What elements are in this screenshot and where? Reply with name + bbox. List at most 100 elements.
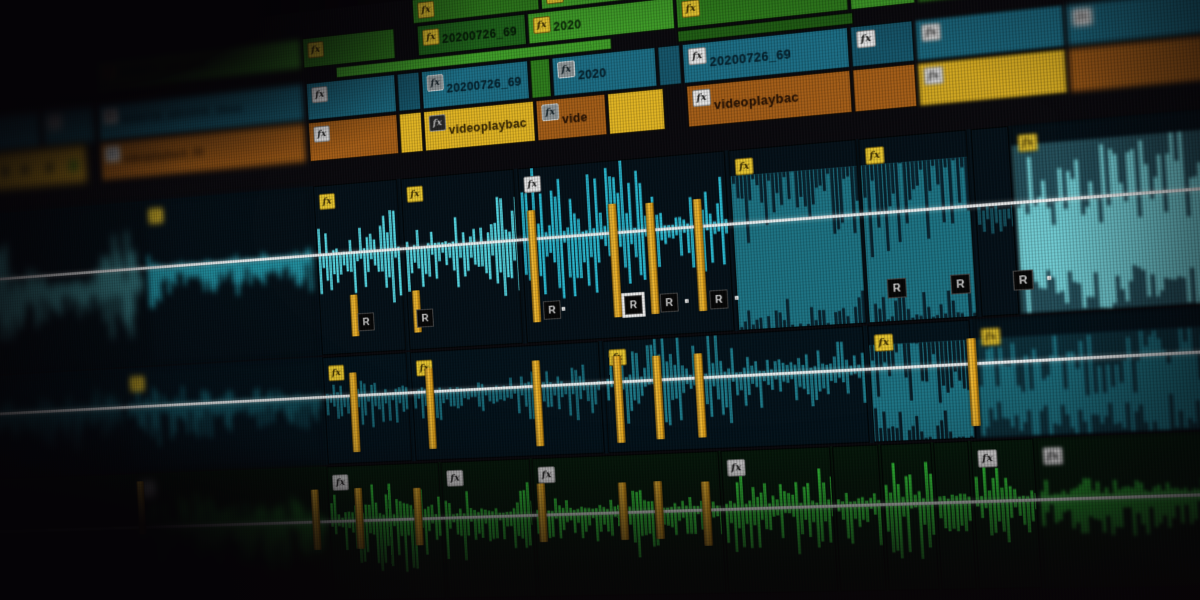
r-badge-dot: [684, 298, 689, 304]
fx-badge[interactable]: fx: [855, 29, 877, 49]
fx-badge[interactable]: fx: [147, 207, 164, 225]
audio-clip[interactable]: fx: [531, 450, 727, 597]
fx-badge[interactable]: fx: [687, 46, 707, 66]
video-clip[interactable]: fx: [0, 111, 41, 154]
fx-badge[interactable]: fx: [313, 125, 331, 143]
r-badge-dot: [561, 306, 566, 311]
r-badge[interactable]: R: [886, 277, 908, 299]
audio-waveform: [127, 386, 321, 447]
fx-badge[interactable]: fx: [692, 88, 712, 108]
audio-clip[interactable]: fx: [1035, 420, 1200, 589]
fx-badge[interactable]: fx: [1071, 6, 1094, 27]
clip-label: 2020: [577, 64, 607, 83]
audio-clip[interactable]: [0, 201, 148, 376]
fx-badge[interactable]: fx: [446, 469, 464, 487]
r-badge[interactable]: R: [1012, 269, 1034, 291]
fx-badge[interactable]: fx: [417, 0, 435, 19]
audio-clip[interactable]: fx: [970, 438, 1043, 590]
audio-waveform: [606, 335, 867, 426]
video-clip[interactable]: [529, 57, 552, 99]
clip-label: 20200726_ARCHIVE: [118, 58, 208, 80]
clip-label: 20200726_69: [709, 45, 792, 69]
fx-badge[interactable]: fx: [920, 22, 942, 43]
fx-badge[interactable]: fx: [1042, 446, 1064, 466]
video-clip[interactable]: fx vide: [535, 93, 608, 142]
video-clip[interactable]: fx: [849, 20, 915, 68]
audio-clip[interactable]: fx: [322, 352, 413, 465]
fx-badge[interactable]: fx: [923, 65, 944, 86]
fx-badge[interactable]: fx: [104, 145, 121, 163]
fx-badge[interactable]: fx: [523, 175, 542, 194]
video-clip[interactable]: [0, 144, 88, 193]
fx-badge[interactable]: fx: [726, 458, 746, 477]
r-badge[interactable]: R: [357, 312, 375, 332]
fx-badge[interactable]: fx: [541, 103, 560, 122]
audio-clip[interactable]: [933, 440, 977, 590]
video-clip[interactable]: [657, 44, 683, 87]
fx-badge[interactable]: fx: [422, 28, 440, 47]
r-badge[interactable]: R: [709, 289, 729, 310]
clip-dot-indicator: [45, 162, 54, 173]
fx-badge[interactable]: fx: [100, 63, 117, 81]
audio-clip[interactable]: fx: [409, 341, 605, 462]
fx-badge[interactable]: fx: [331, 474, 350, 491]
audio-clip[interactable]: fx: [326, 462, 447, 600]
fx-badge[interactable]: fx: [428, 114, 447, 132]
audio-clip[interactable]: fx: [134, 466, 332, 600]
r-badge[interactable]: R: [950, 273, 971, 295]
fx-badge[interactable]: fx: [46, 113, 63, 131]
video-clip[interactable]: [396, 71, 422, 112]
fx-badge[interactable]: fx: [557, 60, 576, 79]
fx-badge[interactable]: fx: [307, 40, 325, 59]
audio-clip[interactable]: fx: [858, 129, 978, 324]
fx-badge[interactable]: fx: [406, 185, 424, 203]
fx-badge[interactable]: fx: [977, 449, 998, 468]
audio-clip[interactable]: [831, 444, 887, 592]
r-badge[interactable]: R: [416, 308, 434, 328]
video-clip[interactable]: fx videoplaybac: [423, 100, 536, 152]
r-badge[interactable]: R: [542, 300, 562, 320]
fx-badge[interactable]: fx: [734, 157, 754, 176]
video-clip[interactable]: [607, 88, 666, 135]
clip-label: 2020: [552, 15, 582, 34]
audio-clip[interactable]: fx: [602, 325, 870, 454]
clip-label: 20200726_69: [441, 22, 518, 46]
fx-badge[interactable]: fx: [681, 0, 701, 19]
r-badge-dot: [1046, 275, 1052, 281]
fx-badge[interactable]: fx: [864, 145, 885, 166]
audio-clip[interactable]: fx: [124, 357, 325, 473]
fx-badge[interactable]: fx: [545, 0, 564, 5]
video-clip[interactable]: [398, 111, 424, 154]
r-badge[interactable]: R: [659, 292, 679, 313]
fx-badge[interactable]: fx: [129, 375, 146, 393]
audio-waveform: [138, 493, 329, 573]
clip-label: videoplaybac: [448, 114, 528, 137]
fx-badge[interactable]: fx: [532, 15, 551, 35]
audio-waveform: [147, 247, 315, 309]
video-clip[interactable]: [852, 63, 918, 113]
fx-badge[interactable]: fx: [1017, 132, 1039, 153]
fx-badge[interactable]: fx: [311, 85, 329, 104]
audio-clip[interactable]: fx: [720, 446, 839, 594]
clip-dot-indicator: [1, 167, 10, 177]
audio-clip[interactable]: fx: [728, 139, 867, 331]
fx-badge[interactable]: fx: [537, 466, 556, 484]
video-clip[interactable]: fx: [41, 105, 96, 147]
audio-clip[interactable]: [880, 442, 940, 591]
fx-badge[interactable]: fx: [873, 333, 894, 352]
audio-clip[interactable]: [0, 368, 127, 479]
fx-badge[interactable]: fx: [327, 364, 345, 382]
video-clip[interactable]: fx: [305, 74, 397, 121]
fx-badge[interactable]: fx: [102, 107, 119, 125]
audio-clip[interactable]: fx: [867, 319, 977, 443]
video-clip[interactable]: fx: [308, 113, 400, 162]
fx-badge[interactable]: fx: [980, 327, 1002, 347]
audio-clip[interactable]: fx: [142, 186, 319, 366]
fx-badge[interactable]: fx: [318, 192, 336, 211]
r-badge[interactable]: R: [624, 294, 643, 315]
fx-badge[interactable]: fx: [426, 73, 445, 92]
audio-clip[interactable]: fx: [440, 458, 538, 599]
clip-dot-indicator: [20, 165, 30, 175]
